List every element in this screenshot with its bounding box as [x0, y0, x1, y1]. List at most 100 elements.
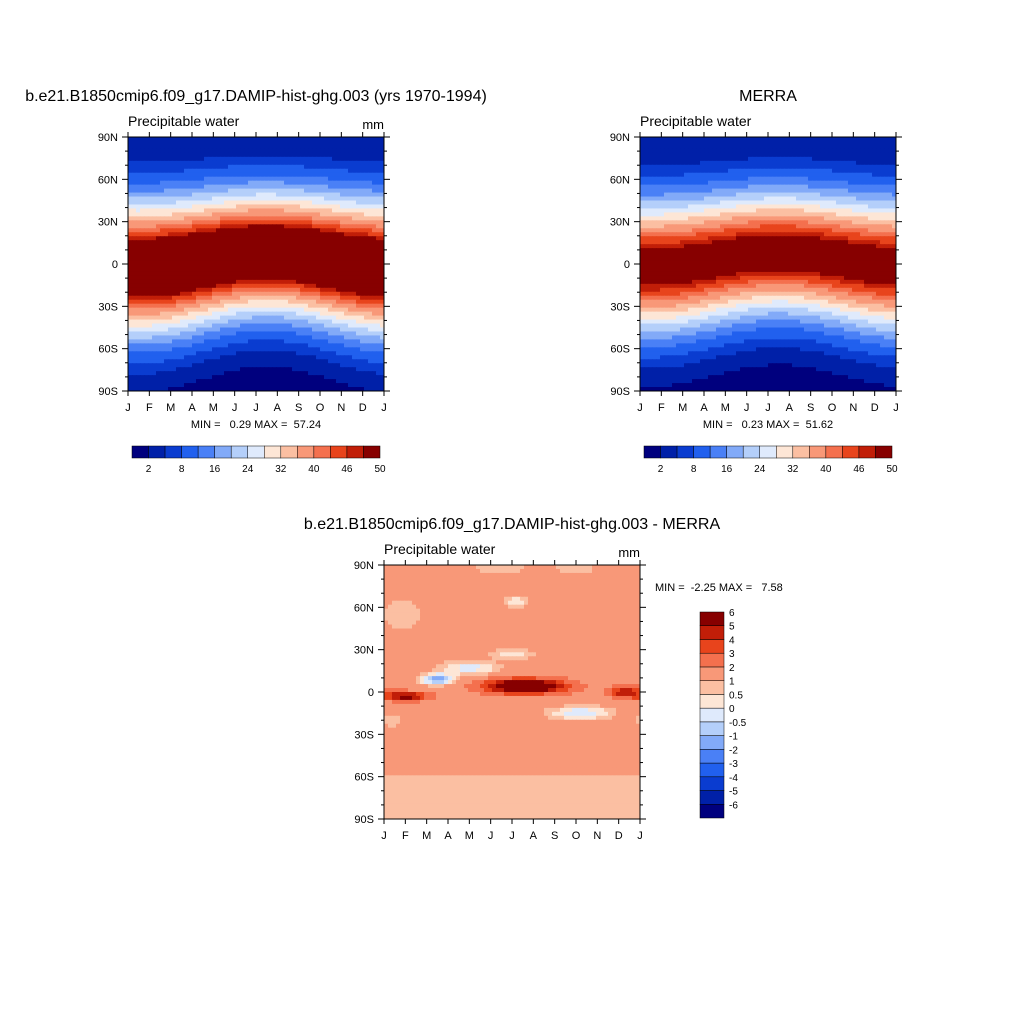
heatmap-cell [728, 168, 733, 174]
heatmap-cell [148, 303, 153, 309]
heatmap-cell [788, 140, 793, 146]
heatmap-cell [220, 379, 225, 384]
heatmap-cell [144, 343, 149, 348]
heatmap-cell [168, 367, 173, 372]
heatmap-cell [280, 367, 285, 372]
heatmap-cell [156, 343, 161, 348]
heatmap-cell [132, 387, 137, 391]
heatmap-cell [276, 152, 281, 158]
heatmap-cell [784, 148, 789, 154]
heatmap-cell [316, 323, 321, 329]
heatmap-cell [180, 279, 185, 285]
heatmap-cell [188, 299, 193, 305]
heatmap-cell [200, 188, 205, 194]
heatmap-cell [216, 144, 221, 150]
heatmap-cell [660, 168, 665, 174]
heatmap-cell [204, 244, 209, 249]
heatmap-cell [204, 327, 209, 333]
heatmap-cell [224, 387, 229, 391]
heatmap-cell [216, 363, 221, 368]
heatmap-cell [360, 212, 365, 217]
heatmap-cell [160, 331, 165, 337]
heatmap-cell [708, 140, 713, 146]
heatmap-cell [788, 172, 793, 178]
heatmap-cell [276, 168, 281, 174]
heatmap-cell [220, 327, 225, 333]
heatmap-cell [360, 164, 365, 170]
heatmap-cell [216, 303, 221, 309]
heatmap-cell [180, 160, 185, 166]
heatmap-cell [164, 335, 169, 341]
heatmap-cell [376, 152, 381, 158]
heatmap-cell [352, 148, 357, 154]
heatmap-cell [144, 264, 149, 269]
heatmap-cell [172, 347, 177, 352]
heatmap-cell [784, 144, 789, 150]
heatmap-cell [348, 236, 353, 241]
heatmap-cell [320, 303, 325, 309]
heatmap-cell [160, 291, 165, 297]
heatmap-cell [304, 236, 309, 241]
heatmap-cell [300, 319, 305, 325]
heatmap-cell [704, 160, 709, 166]
heatmap-cell [768, 180, 773, 186]
heatmap-cell [260, 240, 265, 245]
heatmap-cell [224, 137, 229, 142]
heatmap-cell [308, 252, 313, 257]
heatmap-cell [344, 236, 349, 241]
heatmap-cell [176, 184, 181, 190]
heatmap-cell [684, 152, 689, 158]
heatmap-cell [324, 184, 329, 190]
heatmap-cell [268, 367, 273, 372]
heatmap-cell [364, 315, 369, 321]
heatmap-cell [308, 264, 313, 269]
heatmap-cell [232, 160, 237, 166]
heatmap-cell [152, 216, 157, 221]
heatmap-cell [364, 172, 369, 178]
heatmap-cell [168, 184, 173, 190]
heatmap-cell [140, 196, 145, 202]
heatmap-cell [272, 307, 277, 313]
heatmap-cell [372, 375, 377, 380]
heatmap-cell [188, 152, 193, 158]
heatmap-cell [144, 232, 149, 237]
heatmap-cell [364, 323, 369, 329]
heatmap-cell [648, 156, 653, 162]
heatmap-cell [176, 279, 181, 285]
heatmap-cell [180, 351, 185, 356]
heatmap-cell [300, 371, 305, 376]
heatmap-cell [680, 172, 685, 178]
heatmap-cell [284, 152, 289, 158]
heatmap-cell [228, 267, 233, 273]
heatmap-cell [360, 287, 365, 293]
heatmap-cell [296, 291, 301, 297]
heatmap-cell [320, 248, 325, 253]
heatmap-cell [348, 367, 353, 372]
heatmap-cell [292, 347, 297, 352]
heatmap-cell [280, 371, 285, 376]
heatmap-cell [220, 387, 225, 391]
heatmap-cell [188, 168, 193, 174]
heatmap-cell [208, 148, 213, 154]
heatmap-cell [872, 156, 877, 162]
heatmap-cell [272, 212, 277, 217]
heatmap-cell [376, 343, 381, 348]
heatmap-cell [260, 299, 265, 305]
heatmap-cell [880, 172, 885, 178]
heatmap-cell [296, 140, 301, 146]
heatmap-cell [256, 248, 261, 253]
heatmap-cell [216, 279, 221, 285]
heatmap-cell [272, 216, 277, 221]
heatmap-cell [136, 347, 141, 352]
heatmap-cell [348, 291, 353, 297]
heatmap-cell [180, 379, 185, 384]
heatmap-cell [228, 204, 233, 210]
heatmap-cell [360, 260, 365, 265]
heatmap-cell [256, 208, 261, 214]
heatmap-cell [308, 387, 313, 391]
heatmap-cell [312, 196, 317, 202]
heatmap-cell [320, 375, 325, 380]
heatmap-cell [196, 343, 201, 348]
heatmap-cell [200, 172, 205, 178]
heatmap-cell [240, 283, 245, 289]
